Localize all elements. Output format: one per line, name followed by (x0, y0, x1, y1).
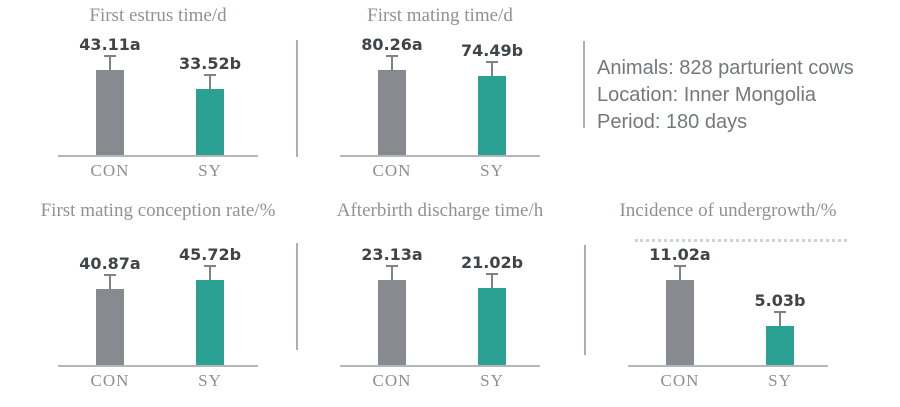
value-label: 43.11a (79, 35, 141, 54)
panel-divider (296, 40, 298, 157)
chart-plot-area: 80.26a CON 74.49b SY (340, 30, 540, 180)
bar-sy (196, 89, 224, 155)
value-label: 5.03b (754, 291, 806, 310)
bar-chart-panel: First mating conception rate/% 40.87a CON… (28, 199, 288, 390)
category-label-sy: SY (198, 371, 222, 390)
error-bar (486, 61, 498, 76)
panel-divider (296, 243, 298, 350)
bar-con (378, 70, 406, 155)
error-bar (386, 265, 398, 280)
value-label: 40.87a (79, 254, 141, 273)
chart-plot-area: 43.11a CON 33.52b SY (58, 30, 258, 180)
bar-sy (196, 280, 224, 365)
panel-divider (583, 41, 585, 128)
category-label-sy: SY (480, 161, 504, 180)
bar-sy (478, 288, 506, 365)
category-label-con: CON (90, 161, 130, 180)
error-bar (104, 55, 116, 70)
bar-chart-panel: Incidence of undergrowth/% 11.02a CON 5.03… (598, 199, 858, 390)
chart-title: Incidence of undergrowth/% (619, 200, 837, 221)
study-info-panel: Animals: 828 parturient cows Location: I… (597, 55, 897, 136)
value-label: 45.72b (178, 245, 242, 264)
bar-sy (766, 326, 794, 365)
category-label-sy: SY (198, 161, 222, 180)
category-label-con: CON (660, 371, 700, 390)
error-bar (774, 311, 786, 326)
chart-plot-area: 40.87a CON 45.72b SY (58, 225, 258, 390)
bar-con (96, 70, 124, 155)
value-label: 21.02b (460, 253, 524, 272)
bar-con (666, 280, 694, 365)
error-bar (204, 74, 216, 89)
category-label-sy: SY (768, 371, 792, 390)
value-label: 80.26a (361, 35, 423, 54)
bar-chart-panel: First estrus time/d 43.11a CON 33.52b SY (28, 4, 288, 180)
error-bar (104, 274, 116, 289)
chart-title: Afterbirth discharge time/h (336, 200, 544, 221)
category-label-con: CON (90, 371, 130, 390)
chart-plot-area: 11.02a CON 5.03b SY (628, 225, 828, 390)
bar-con (96, 289, 124, 365)
chart-title: First estrus time/d (89, 5, 227, 26)
cropped-text-artifact (635, 239, 847, 242)
info-line-period: Period: 180 days (597, 111, 748, 133)
error-bar (486, 273, 498, 288)
error-bar (674, 265, 686, 280)
chart-title: First mating conception rate/% (40, 200, 276, 221)
value-label: 11.02a (649, 245, 711, 264)
panel-divider (584, 245, 586, 355)
error-bar (204, 265, 216, 280)
category-label-con: CON (372, 371, 412, 390)
value-label: 23.13a (361, 245, 423, 264)
bar-chart-panel: First mating time/d 80.26a CON 74.49b SY (310, 4, 570, 180)
bar-con (378, 280, 406, 365)
chart-title: First mating time/d (367, 5, 513, 26)
info-line-location: Location: Inner Mongolia (597, 84, 817, 106)
error-bar (386, 55, 398, 70)
bar-sy (478, 76, 506, 155)
category-label-sy: SY (480, 371, 504, 390)
value-label: 33.52b (178, 54, 242, 73)
chart-plot-area: 23.13a CON 21.02b SY (340, 225, 540, 390)
value-label: 74.49b (460, 41, 524, 60)
bar-chart-panel: Afterbirth discharge time/h 23.13a CON 21.… (310, 199, 570, 390)
info-line-animals: Animals: 828 parturient cows (597, 57, 854, 79)
category-label-con: CON (372, 161, 412, 180)
